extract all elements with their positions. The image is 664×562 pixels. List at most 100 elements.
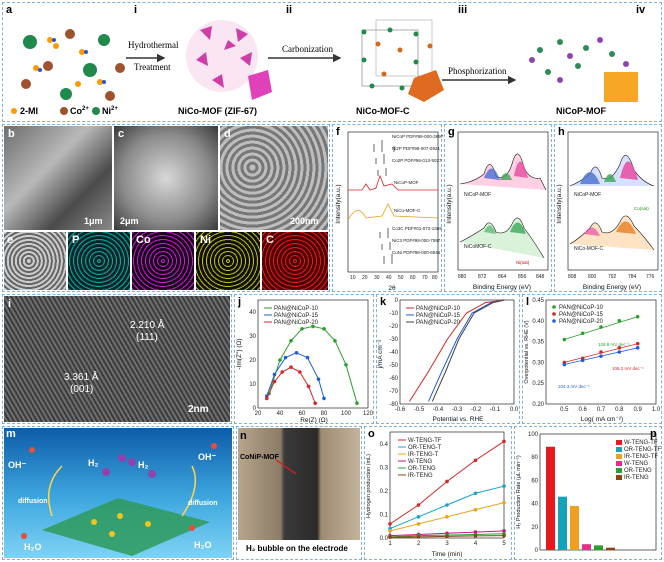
tafel-ytick: 0.25 <box>532 381 544 387</box>
sem-image-e <box>4 232 66 290</box>
rate-bar-3 <box>582 544 591 550</box>
mechanism-graphics <box>21 443 217 556</box>
tafel-legend-swatch <box>552 319 556 323</box>
xps-h-tick-2: 792 <box>608 274 617 280</box>
step1b-label: Treatment <box>134 62 171 72</box>
label-o: o <box>368 428 375 440</box>
rate-legend-swatch <box>616 475 622 480</box>
tafel-ytick: 0.35 <box>532 340 544 346</box>
h2-point <box>445 479 449 484</box>
rate-ytick: 80 <box>531 455 538 461</box>
eis-ytick: 30 <box>249 334 256 340</box>
lsv-ytick: -50 <box>389 363 398 369</box>
tafel-legend-label: PAN@NiCoP-10 <box>559 305 604 311</box>
lsv-line-2 <box>431 299 505 402</box>
eis-point <box>313 401 317 405</box>
label-d: d <box>224 128 231 140</box>
rate-ytick: 0 <box>535 548 539 554</box>
eis-legend-label: PAN@NiCoP-10 <box>274 306 319 312</box>
rate-legend-swatch <box>616 440 622 445</box>
xrd-ref-4: Co3C PDF#01-072-1369 <box>392 226 442 231</box>
step2-label: Carbonization <box>282 44 333 54</box>
tafel-slope-2: 106.2 mV dec⁻¹ <box>612 366 644 371</box>
eis-xtick: 40 <box>277 411 284 417</box>
mat2-label: NiCo-MOF-C <box>356 106 410 116</box>
rate-legend-label: OR-TENG-TF <box>624 447 661 453</box>
rate-legend-label: IR-TENG <box>624 475 649 481</box>
lsv-ytick: -60 <box>389 376 398 382</box>
label-h: h <box>558 126 565 138</box>
eis-line-0 <box>268 325 358 404</box>
panel-l <box>522 294 662 424</box>
h2-legend-label: IR-TENG-T <box>408 452 439 458</box>
h2-legend-label: W-TENG-TF <box>408 438 442 444</box>
eis-point <box>265 396 269 401</box>
h2-point <box>445 515 449 519</box>
label-c: c <box>118 128 125 140</box>
mech-diffusion-right: diffusion <box>188 500 218 507</box>
rate-bar-2 <box>570 505 579 550</box>
rate-legend-swatch <box>616 468 622 473</box>
tafel-point <box>562 337 567 342</box>
tafel-xtick: 0.6 <box>578 407 587 413</box>
xps-h-bot: NiCo-MOF-C <box>574 246 604 252</box>
precursor-molecules <box>21 29 125 101</box>
rate-legend-swatch <box>616 454 622 459</box>
label-n: n <box>240 430 247 442</box>
lsv-xtick: -0.3 <box>452 407 463 413</box>
lsv-ytick: -30 <box>389 337 398 343</box>
label-i-tem: i <box>8 298 12 310</box>
rate-bar-0 <box>546 446 555 550</box>
map-c-label: C <box>266 234 274 246</box>
eis-point <box>294 351 299 355</box>
tem-d1: 2.210 Å <box>130 320 165 331</box>
tafel-point <box>617 319 622 323</box>
panel-f <box>332 124 442 292</box>
xps-g-tick-1: 872 <box>478 274 487 280</box>
eis-point <box>322 327 326 331</box>
h2-xlabel: Time (min) <box>432 551 463 558</box>
xrd-tick-70: 70 <box>422 275 428 281</box>
tafel-xlabel: Log( mA cm⁻²) <box>581 416 623 423</box>
eis-ytick: 0 <box>253 406 257 412</box>
lsv-xtick: 0.0 <box>510 407 519 413</box>
tafel-chart: Log( mA cm⁻²) Overpotential vs. RHE (V) … <box>524 298 661 423</box>
xps-h-xlabel: Binding Energy (eV) <box>583 284 641 291</box>
h2-legend-label: IR-TENG <box>408 473 433 479</box>
h2-legend-label: W-TENG <box>408 459 433 465</box>
xrd-s1: NiCoP-MOF <box>394 180 419 185</box>
xps-g-tick-2: 864 <box>498 274 507 280</box>
lsv-ylabel: j/mA cm⁻² <box>377 339 384 370</box>
xps-h-tick-4: 776 <box>646 274 655 280</box>
h2-point <box>388 535 392 540</box>
eis-chart: Re(Z) (Ω) -Im(Z'') (Ω) 20 40 60 80 100 120 0 10… <box>236 299 374 424</box>
eis-ytick: 20 <box>249 358 256 364</box>
tafel-legend-swatch <box>552 312 556 316</box>
map-co-label: Co <box>136 234 151 246</box>
h2-point <box>502 533 506 538</box>
panel-i <box>2 294 232 424</box>
label-l: l <box>526 296 530 308</box>
xrd-tick-30: 30 <box>374 275 380 281</box>
tafel-ylabel: Overpotential vs. RHE (V) <box>524 320 530 383</box>
xps-h-tick-1: 800 <box>588 274 597 280</box>
photo-caption: H₂ bubble on the electrode <box>246 544 348 553</box>
rate-ytick: 40 <box>531 502 538 508</box>
xps-h-tick-0: 808 <box>568 274 577 280</box>
lsv-ytick: 0 <box>395 298 399 304</box>
xps-h-ylabel: Intensity(a.u.) <box>556 184 563 223</box>
panel-h <box>554 124 662 292</box>
label-i: i <box>134 4 138 16</box>
tafel-point <box>617 350 622 354</box>
rate-ytick: 100 <box>528 432 539 438</box>
tafel-point <box>580 331 585 336</box>
label-iii: iii <box>458 4 468 16</box>
zif67-framework <box>186 20 272 100</box>
eis-point <box>283 355 288 360</box>
eis-point <box>333 339 337 343</box>
map-p <box>68 232 130 290</box>
rate-legend-label: IR-TENG-TF <box>624 454 658 460</box>
xps-g-xlabel: Binding Energy (eV) <box>473 284 531 291</box>
h2-point <box>502 500 506 505</box>
xps-g-bot: NiCoMOF-C <box>464 244 492 250</box>
